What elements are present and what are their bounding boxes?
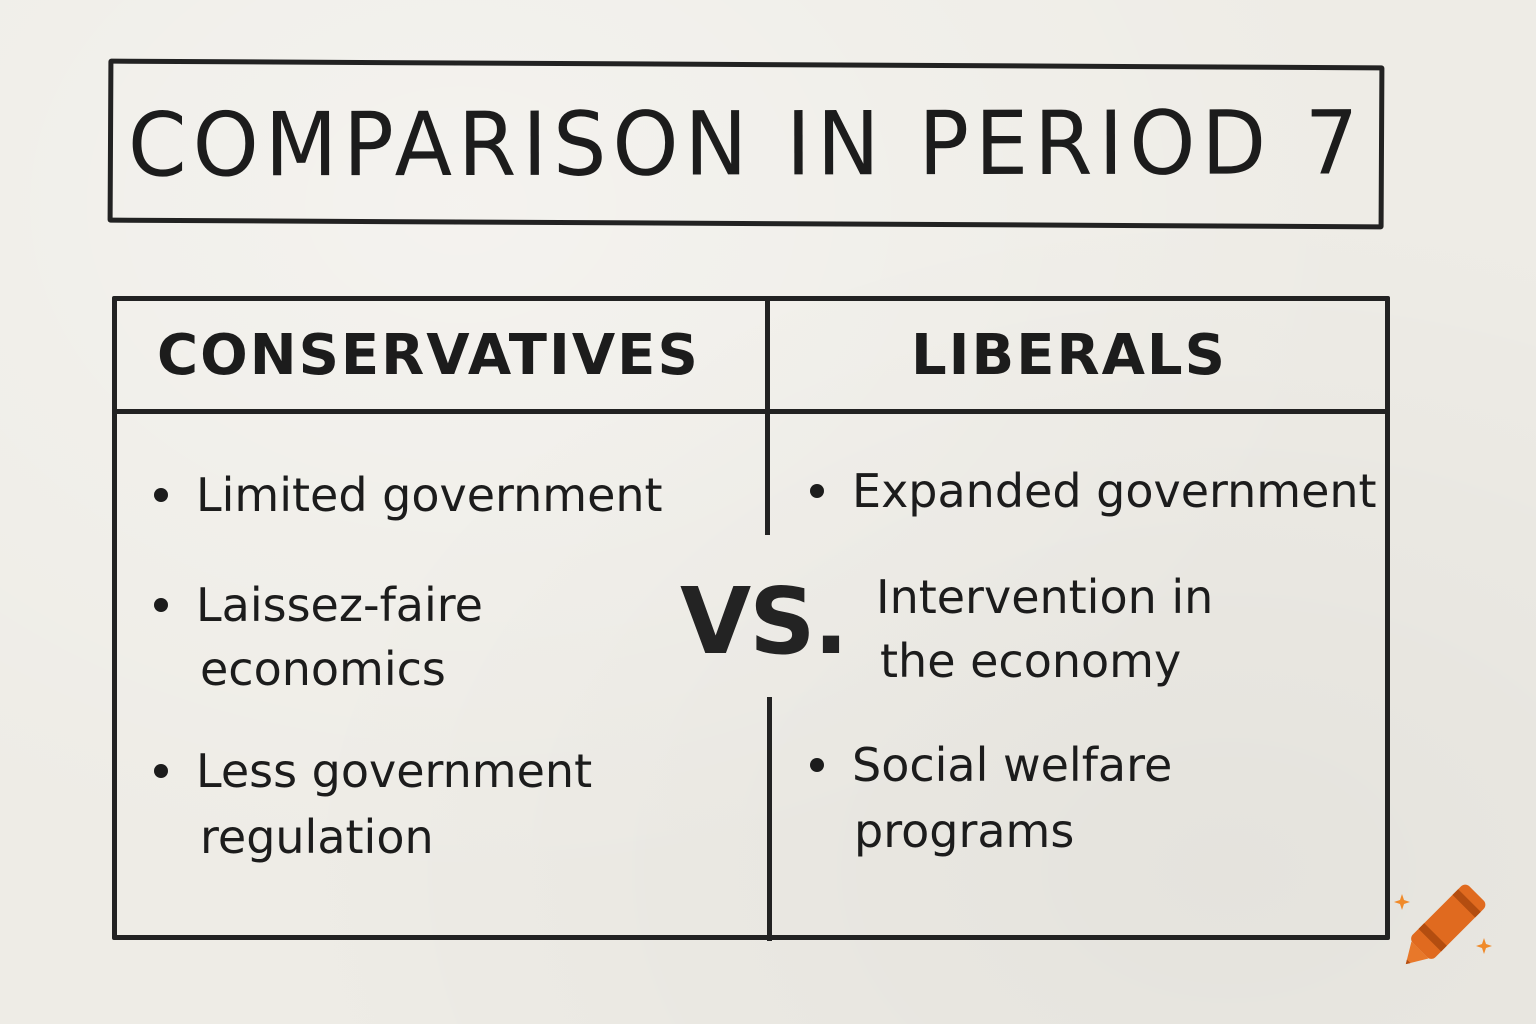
list-item-continuation: programs xyxy=(854,804,1075,858)
page-title: COMPARISON IN PERIOD 7 xyxy=(127,91,1365,197)
list-item: Expanded government xyxy=(852,464,1377,518)
header-divider xyxy=(117,409,1385,414)
bullet-icon xyxy=(154,598,168,612)
crayon-icon xyxy=(1394,884,1492,965)
list-item: Limited government xyxy=(196,468,663,522)
list-item-continuation: economics xyxy=(200,642,446,696)
bullet-icon xyxy=(154,764,168,778)
list-item: Less government xyxy=(196,744,593,798)
title-box: COMPARISON IN PERIOD 7 xyxy=(107,58,1385,230)
comparison-table: CONSERVATIVES LIBERALS xyxy=(112,296,1390,941)
column-heading-conservatives: CONSERVATIVES xyxy=(157,323,700,388)
column-divider-top xyxy=(765,301,770,535)
versus-label: VS. xyxy=(680,568,848,675)
column-heading-liberals: LIBERALS xyxy=(911,323,1227,388)
column-divider-bottom xyxy=(767,697,772,941)
bullet-icon xyxy=(810,758,824,772)
list-item: Intervention in xyxy=(876,570,1214,624)
list-item: Social welfare xyxy=(852,738,1173,792)
list-item: Laissez-faire xyxy=(196,578,483,632)
bullet-icon xyxy=(154,488,168,502)
bullet-icon xyxy=(810,484,824,498)
list-item-continuation: regulation xyxy=(200,810,434,864)
list-item-continuation: the economy xyxy=(880,634,1182,688)
